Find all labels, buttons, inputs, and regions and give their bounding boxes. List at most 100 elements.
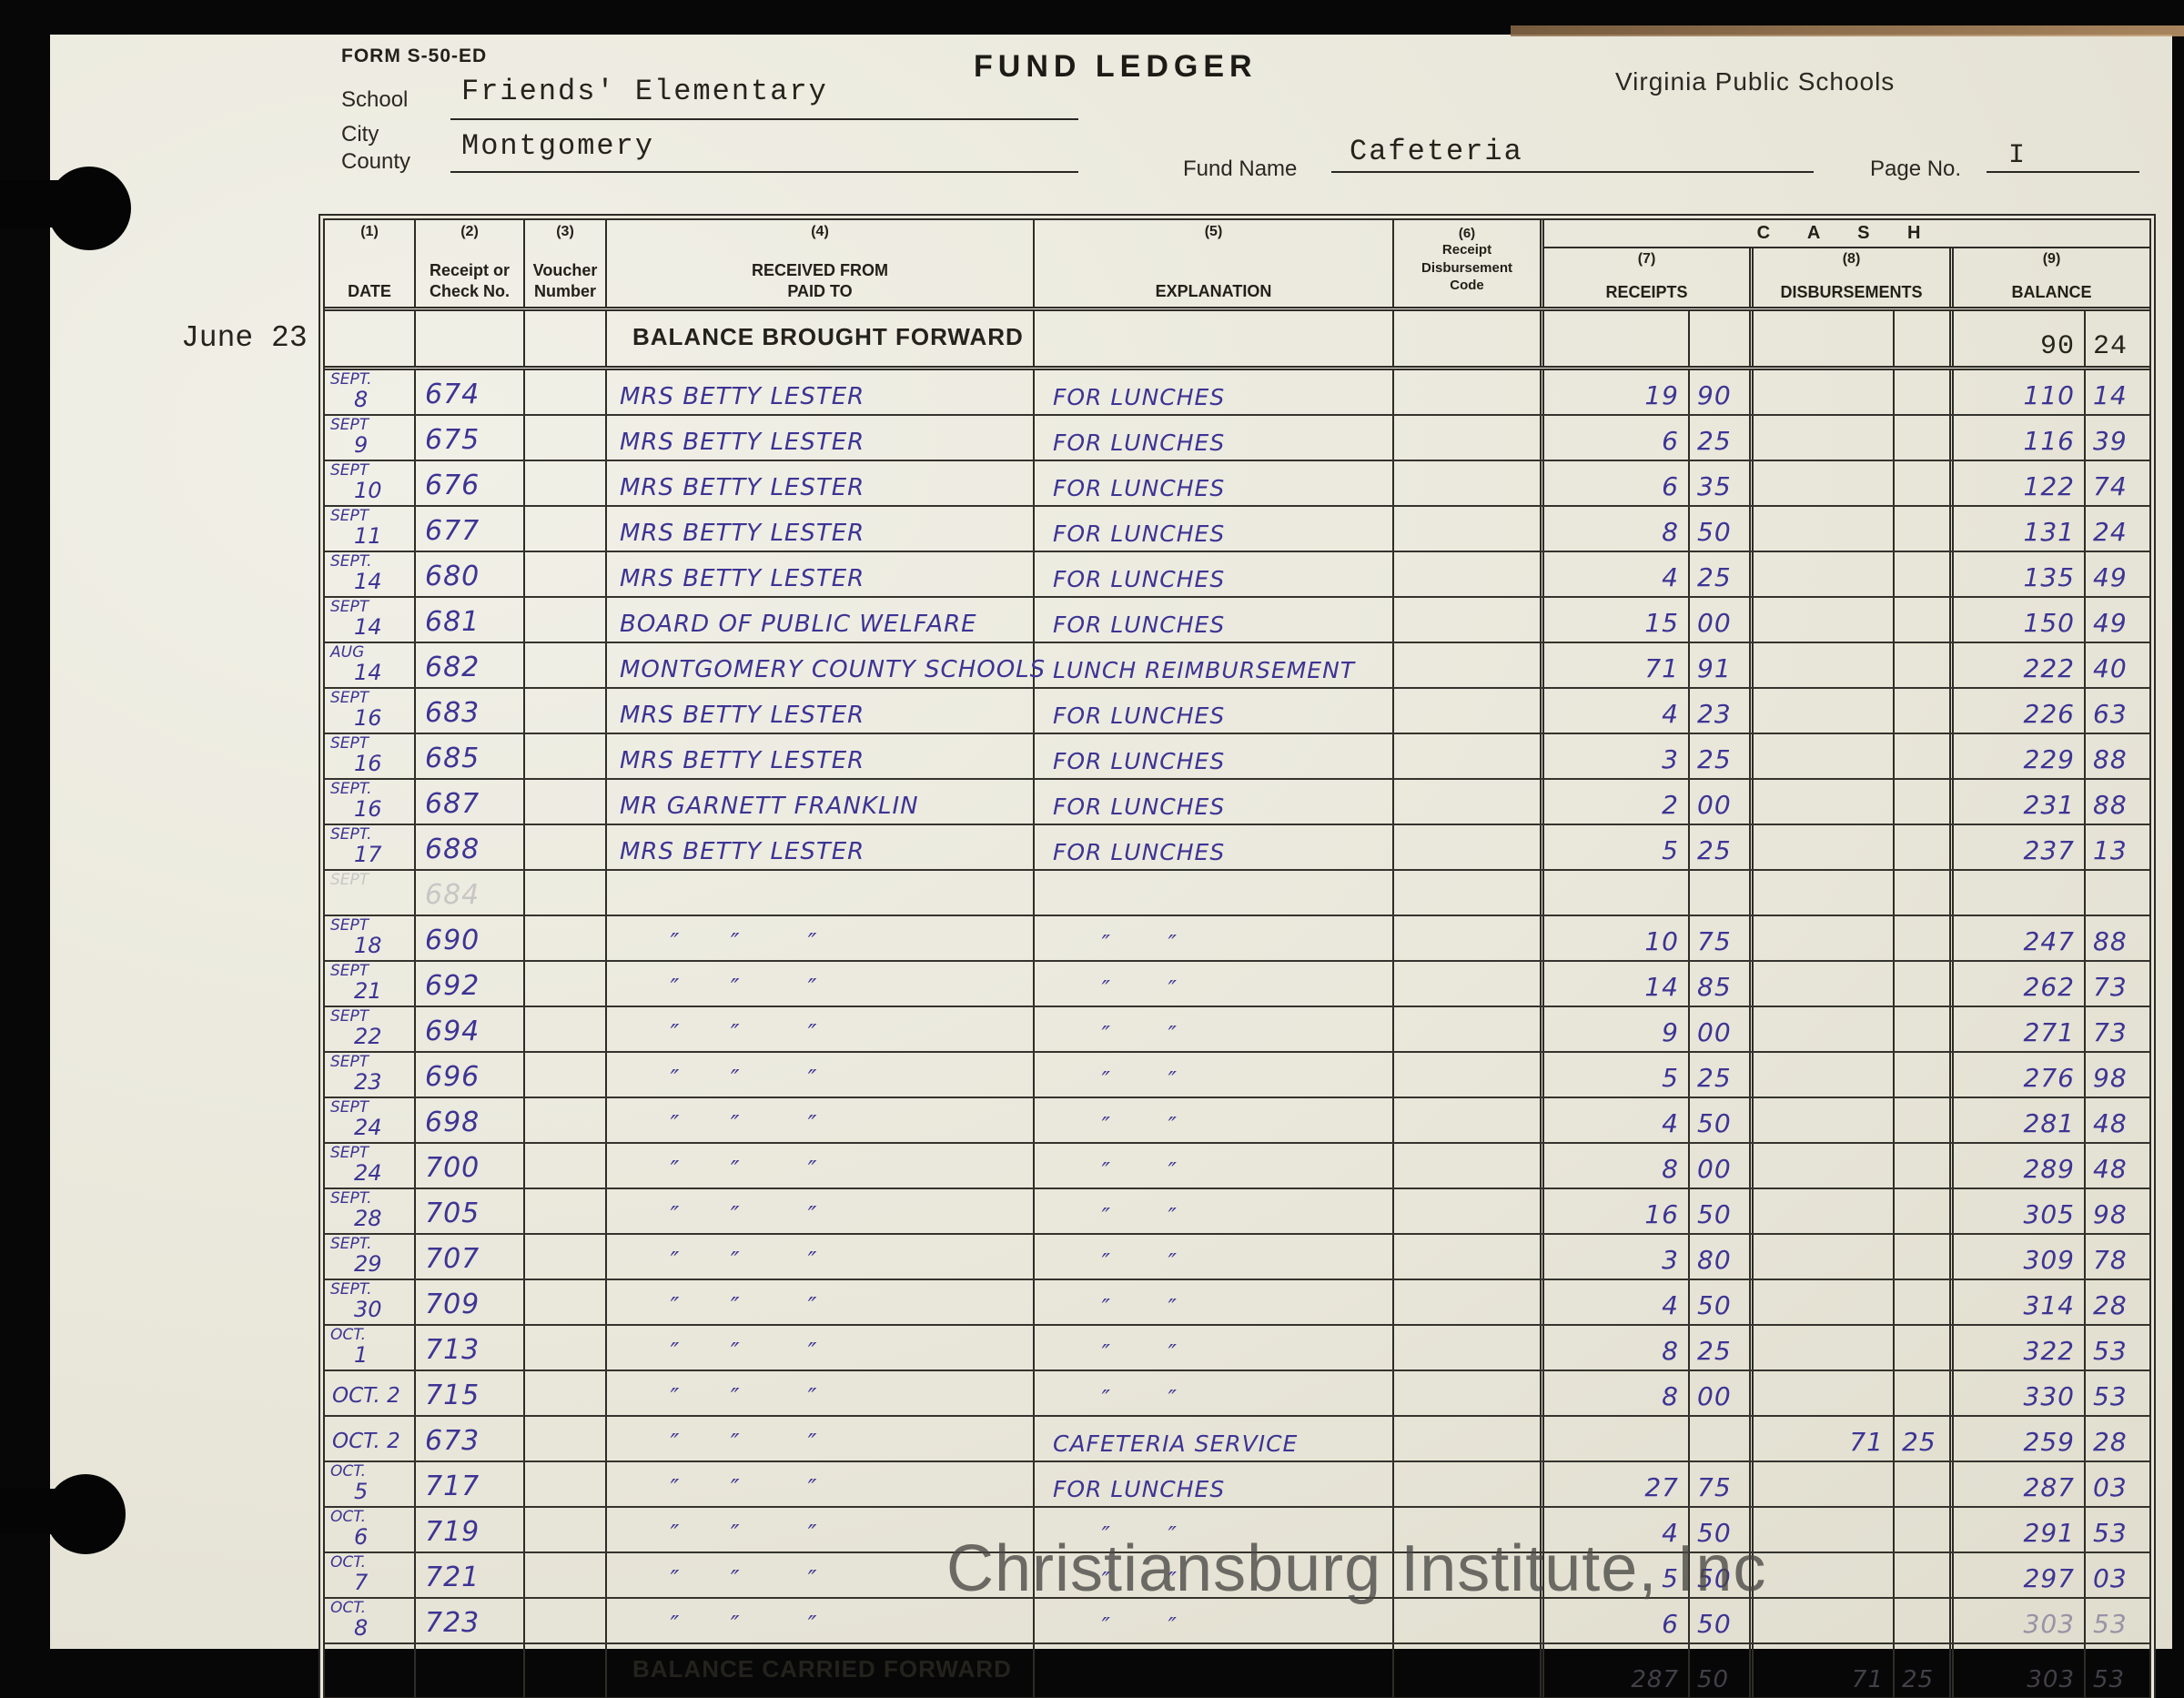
cell-received-from: ″ ″ ″ bbox=[607, 1599, 1035, 1642]
cell-receipts-cents: 00 bbox=[1690, 1371, 1754, 1415]
cell-code bbox=[1394, 1462, 1544, 1506]
cell-code bbox=[1394, 1235, 1544, 1279]
cell-code bbox=[1394, 1144, 1544, 1188]
cell-voucher bbox=[525, 1189, 607, 1233]
cell-balance-cents: 74 bbox=[2093, 471, 2128, 501]
watermark: Christiansburg Institute, Inc bbox=[946, 1532, 1767, 1605]
cell-date: SEPT 16 bbox=[325, 689, 416, 733]
table-row: SEPT. 17 688 MRS BETTY LESTER FOR LUNCHE… bbox=[325, 825, 2149, 871]
table-row: SEPT 11 677 MRS BETTY LESTER FOR LUNCHES… bbox=[325, 507, 2149, 552]
cell-balance-dollars: 309 bbox=[1954, 1235, 2086, 1279]
cell-balance-dollars: 297 bbox=[1954, 1553, 2086, 1597]
punch-hole-bottom bbox=[46, 1474, 126, 1554]
cell-voucher bbox=[525, 689, 607, 733]
cell-balance-cents: 28 bbox=[2093, 1427, 2128, 1457]
cell-explanation: ″ ″ bbox=[1035, 1053, 1394, 1097]
cell-disbursements-cents bbox=[1895, 1053, 1954, 1097]
cell-receipts-cents: 23 bbox=[1690, 689, 1754, 733]
table-row: SEPT 18 690 ″ ″ ″ ″ ″ 10 75 247 88 bbox=[325, 916, 2149, 962]
cell-receipts-dollars: 15 bbox=[1544, 598, 1690, 642]
cell-balance-cents: 48 bbox=[2093, 1108, 2128, 1138]
table-row: OCT. 6 719 ″ ″ ″ ″ ″ 4 50 291 53 bbox=[325, 1508, 2149, 1553]
cell-receipts-dollars: 71 bbox=[1544, 643, 1690, 687]
cell-receipts-cents: 80 bbox=[1690, 1235, 1754, 1279]
table-header: (1) DATE (2) Receipt or Check No. (3) Vou… bbox=[325, 220, 2149, 311]
cell-receipts-dollars: 10 bbox=[1544, 916, 1690, 960]
cell-receipts-dollars: 27 bbox=[1544, 1462, 1690, 1506]
cell-disbursements-dollars bbox=[1754, 871, 1895, 915]
cell-explanation: ″ ″ bbox=[1035, 1371, 1394, 1415]
cell-voucher bbox=[525, 1553, 607, 1597]
cell-receipts-dollars: 9 bbox=[1544, 1007, 1690, 1051]
cell-receipts-dollars bbox=[1544, 871, 1690, 915]
cell-balance-cents: 98 bbox=[2093, 1199, 2128, 1229]
cell-code bbox=[1394, 825, 1544, 869]
cell-balance-cents: 53 bbox=[2093, 1381, 2128, 1411]
cell-disbursements-dollars bbox=[1754, 825, 1895, 869]
cell-voucher bbox=[525, 1371, 607, 1415]
cell-disbursements-cents bbox=[1895, 962, 1954, 1006]
cell-receipts-dollars bbox=[1544, 1417, 1690, 1460]
cell-receipts-cents: 50 bbox=[1690, 1098, 1754, 1142]
cell-date bbox=[325, 1644, 416, 1697]
cell-receipts-dollars: 5 bbox=[1544, 825, 1690, 869]
cell-explanation: ″ ″ bbox=[1035, 1553, 1394, 1597]
cell-received-from: ″ ″ ″ bbox=[607, 1235, 1035, 1279]
cell-disbursements-cents bbox=[1895, 1098, 1954, 1142]
cell-balance-dollars: 303 bbox=[1954, 1599, 2086, 1642]
cell-voucher bbox=[525, 1144, 607, 1188]
fund-underline bbox=[1331, 171, 1814, 173]
cell-balance-dollars: 287 bbox=[1954, 1462, 2086, 1506]
col-header-receipts: (7) RECEIPTS bbox=[1544, 248, 1754, 307]
cell-check-no: 707 bbox=[416, 1235, 525, 1279]
cell-date: SEPT 10 bbox=[325, 461, 416, 505]
ledger-rows: June 23 BALANCE BROUGHT FORWARD 90 24 SE… bbox=[181, 311, 2149, 1697]
cell-code bbox=[1394, 916, 1544, 960]
cell-balance-dollars: 259 bbox=[1954, 1417, 2086, 1460]
cell-disbursements-dollars bbox=[1754, 1599, 1895, 1642]
cell-date: SEPT 22 bbox=[325, 1007, 416, 1051]
cell-receipts-dollars: 8 bbox=[1544, 1371, 1690, 1415]
cell-received-from: ″ ″ ″ bbox=[607, 1098, 1035, 1142]
cell-disbursements-dollars bbox=[1754, 1235, 1895, 1279]
cell-receipts-dollars: 3 bbox=[1544, 1235, 1690, 1279]
cell-explanation: ″ ″ bbox=[1035, 1007, 1394, 1051]
cell-voucher bbox=[525, 1599, 607, 1642]
cell-disbursements-dollars bbox=[1754, 1326, 1895, 1370]
cell-receipts-dollars: 16 bbox=[1544, 1189, 1690, 1233]
cell-code bbox=[1394, 370, 1544, 414]
fund-name-value: Cafeteria bbox=[1350, 135, 1523, 168]
cell-explanation: ″ ″ bbox=[1035, 1189, 1394, 1233]
table-row: SEPT 23 696 ″ ″ ″ ″ ″ 5 25 276 98 bbox=[325, 1053, 2149, 1098]
cell-receipts-cents: 75 bbox=[1690, 1462, 1754, 1506]
cash-section-header: C A S H (7) RECEIPTS (8) DISBURSEMENTS (… bbox=[1544, 220, 2149, 307]
cell-disbursements-dollars bbox=[1754, 416, 1895, 460]
cell-disbursements-cents bbox=[1895, 370, 1954, 414]
cell-balance-dollars: 90 bbox=[1954, 311, 2086, 366]
cell-receipts-cents: 50 bbox=[1690, 507, 1754, 551]
cell-receipts-dollars: 8 bbox=[1544, 1326, 1690, 1370]
cell-voucher bbox=[525, 1235, 607, 1279]
col-header-voucher: (3) Voucher Number bbox=[525, 220, 607, 307]
cell-disbursements-cents bbox=[1895, 1553, 1954, 1597]
cell-receipts-cents: 50 bbox=[1690, 1644, 1754, 1697]
cell-explanation: CAFETERIA SERVICE bbox=[1035, 1417, 1394, 1460]
cell-explanation: ″ ″ bbox=[1035, 1599, 1394, 1642]
cell-receipts-cents bbox=[1690, 311, 1754, 366]
cell-voucher bbox=[525, 416, 607, 460]
cell-code bbox=[1394, 1508, 1544, 1551]
cell-code bbox=[1394, 552, 1544, 596]
cell-date: SEPT. 14 bbox=[325, 552, 416, 596]
cell-date: June 23 bbox=[181, 311, 416, 366]
cell-balance-cents: 48 bbox=[2093, 1154, 2128, 1184]
cell-check-no: 715 bbox=[416, 1371, 525, 1415]
cell-code bbox=[1394, 689, 1544, 733]
cell-disbursements-dollars bbox=[1754, 461, 1895, 505]
cell-voucher bbox=[525, 311, 607, 366]
cell-disbursements-dollars bbox=[1754, 1462, 1895, 1506]
cell-receipts-dollars: 3 bbox=[1544, 734, 1690, 778]
cell-check-no: 674 bbox=[416, 370, 525, 414]
cell-check-no: 675 bbox=[416, 416, 525, 460]
cell-date: SEPT. 8 bbox=[325, 370, 416, 414]
cell-receipts-dollars: 14 bbox=[1544, 962, 1690, 1006]
